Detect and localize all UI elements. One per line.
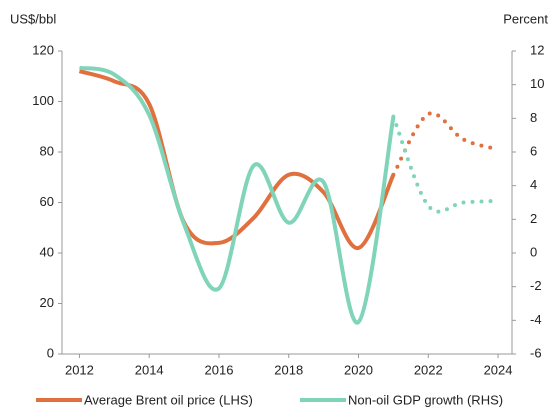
x-tick-label: 2024 xyxy=(484,362,513,377)
x-tick-label: 2014 xyxy=(135,362,164,377)
x-tick-label: 2018 xyxy=(274,362,303,377)
y2-tick-label: 2 xyxy=(530,211,537,226)
x-tick-label: 2012 xyxy=(65,362,94,377)
projection-line xyxy=(391,114,501,214)
legend-label: Non-oil GDP growth (RHS) xyxy=(348,392,503,407)
projection-line xyxy=(391,111,501,177)
y-tick-label: 60 xyxy=(40,194,54,209)
y-tick-label: 100 xyxy=(32,93,54,108)
y-tick-label: 40 xyxy=(40,244,54,259)
series-line xyxy=(79,65,396,325)
y2-tick-label: 8 xyxy=(530,110,537,125)
y2-tick-label: -6 xyxy=(530,345,542,360)
x-tick-label: 2020 xyxy=(344,362,373,377)
y2-tick-label: 10 xyxy=(530,76,544,91)
y2-tick-label: 0 xyxy=(530,244,537,259)
legend-label: Average Brent oil price (LHS) xyxy=(84,392,253,407)
y-tick-label: 20 xyxy=(40,295,54,310)
y2-tick-label: 4 xyxy=(530,177,537,192)
y2-axis-label: Percent xyxy=(503,11,548,26)
y-tick-label: 120 xyxy=(32,42,54,57)
x-tick-label: 2016 xyxy=(205,362,234,377)
y2-tick-label: 12 xyxy=(530,42,544,57)
y2-tick-label: -4 xyxy=(530,312,542,327)
y2-tick-label: 6 xyxy=(530,143,537,158)
x-tick-label: 2022 xyxy=(414,362,443,377)
y-tick-label: 0 xyxy=(47,345,54,360)
y-tick-label: 80 xyxy=(40,143,54,158)
y2-tick-label: -2 xyxy=(530,278,542,293)
y-axis-label: US$/bbl xyxy=(10,11,56,26)
